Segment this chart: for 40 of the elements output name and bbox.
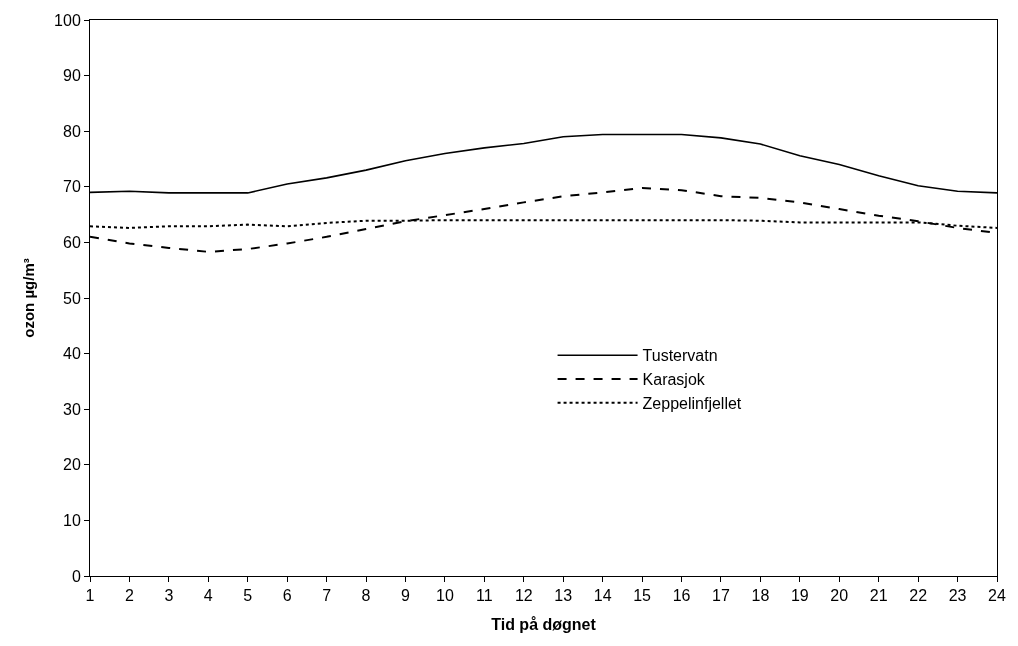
y-axis-title: ozon µg/m³	[20, 258, 38, 338]
x-tick-label: 4	[203, 587, 213, 605]
x-tick-label: 19	[790, 587, 809, 605]
legend-label: Tustervatn	[642, 347, 718, 365]
x-tick-label: 18	[751, 587, 770, 605]
x-tick-label: 3	[164, 587, 174, 605]
y-tick-label: 10	[63, 512, 81, 529]
x-tick-label: 8	[361, 587, 371, 605]
x-tick-label: 20	[830, 587, 849, 605]
legend-label: Zeppelinfjellet	[642, 395, 742, 413]
x-tick-label: 5	[243, 587, 253, 605]
y-tick-label: 100	[54, 11, 81, 29]
x-tick-label: 17	[712, 587, 730, 605]
x-tick-label: 10	[436, 587, 454, 605]
y-tick-label: 30	[63, 400, 81, 418]
y-tick-label: 70	[63, 178, 81, 196]
x-tick-label: 24	[988, 587, 1006, 605]
x-tick-label: 23	[948, 587, 967, 605]
y-tick-label: 60	[63, 234, 81, 251]
x-tick-label: 21	[869, 587, 888, 605]
legend-label: Karasjok	[642, 371, 706, 389]
x-tick-label: 9	[401, 587, 411, 605]
x-tick-label: 15	[633, 587, 652, 605]
x-tick-label: 13	[554, 587, 573, 605]
x-axis-title: Tid på døgnet	[491, 615, 597, 633]
x-tick-label: 11	[476, 587, 493, 605]
x-tick-label: 1	[85, 587, 95, 605]
x-tick-label: 12	[514, 587, 533, 605]
y-tick-label: 20	[63, 456, 81, 474]
y-tick-label: 40	[63, 345, 81, 363]
x-tick-label: 14	[593, 587, 612, 605]
x-tick-label: 22	[909, 587, 928, 605]
y-tick-label: 0	[71, 567, 81, 585]
y-tick-label: 80	[63, 122, 81, 140]
x-tick-label: 2	[124, 587, 134, 605]
x-tick-label: 16	[672, 587, 691, 605]
y-tick-label: 90	[63, 67, 81, 85]
y-tick-label: 50	[63, 289, 81, 307]
x-tick-label: 7	[322, 587, 332, 605]
x-tick-label: 6	[282, 587, 292, 605]
